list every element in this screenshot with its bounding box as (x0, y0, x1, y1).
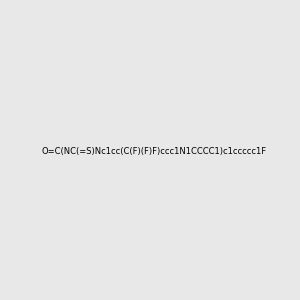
Text: O=C(NC(=S)Nc1cc(C(F)(F)F)ccc1N1CCCC1)c1ccccc1F: O=C(NC(=S)Nc1cc(C(F)(F)F)ccc1N1CCCC1)c1c… (41, 147, 266, 156)
